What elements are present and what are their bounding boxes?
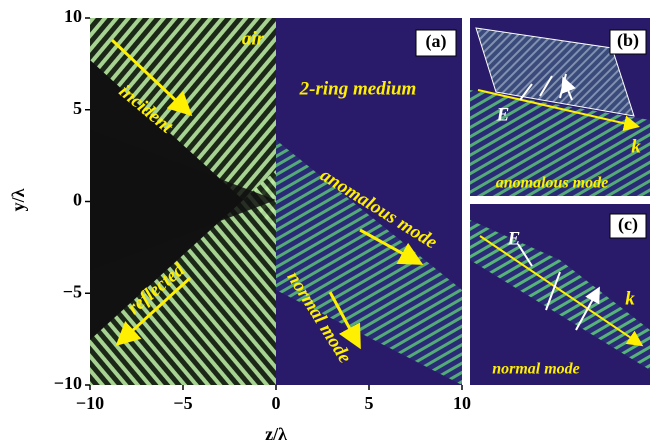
- x-tick-label: 5: [365, 393, 374, 413]
- y-tick-label: 10: [64, 6, 82, 26]
- panel-caption: normal mode: [492, 361, 580, 378]
- panel-label: (b): [617, 30, 639, 51]
- y-tick-label: 0: [73, 190, 82, 210]
- y-axis-label: y/λ: [8, 188, 28, 211]
- panel-label: (a): [426, 31, 447, 52]
- annotation: air: [242, 28, 265, 49]
- panel-label: (c): [618, 214, 638, 235]
- y-tick-label: −10: [54, 373, 82, 393]
- panel-caption: anomalous mode: [496, 175, 608, 192]
- wavevector-label: k: [631, 136, 641, 157]
- panel-a: air 2-ring medium incident reflected ano…: [90, 18, 462, 385]
- wavevector-label: k: [625, 288, 635, 309]
- x-axis-label: z/λ: [265, 424, 287, 444]
- panel-c: (c) E k normal mode: [470, 204, 650, 385]
- field-label: E: [507, 228, 521, 249]
- panel-b: (b) E k anomalous mode: [470, 18, 650, 196]
- x-tick-label: −5: [173, 393, 192, 413]
- x-tick-label: −10: [76, 393, 104, 413]
- annotation: 2-ring medium: [299, 78, 417, 99]
- figure: air 2-ring medium incident reflected ano…: [0, 0, 656, 448]
- x-tick-label: 0: [272, 393, 281, 413]
- x-tick-label: 10: [453, 393, 471, 413]
- y-tick-label: 5: [73, 98, 82, 118]
- field-label: E: [496, 104, 510, 125]
- y-tick-label: −5: [63, 281, 82, 301]
